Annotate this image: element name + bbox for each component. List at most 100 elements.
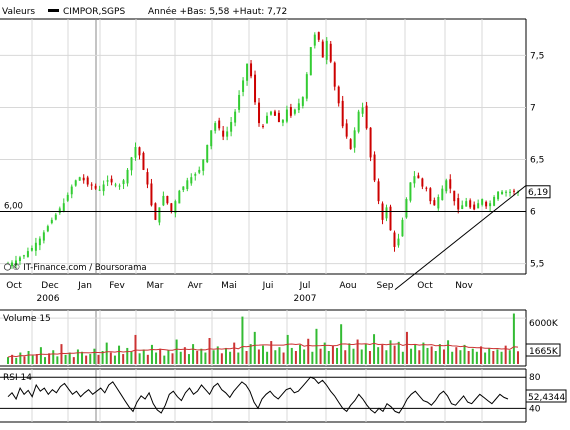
price-tick-label: 7 [530,103,536,113]
volume-bar [319,348,322,364]
volume-bar [274,350,277,364]
candle-body [457,198,460,210]
volume-bar [500,351,503,364]
volume-bar [459,350,462,364]
volume-bar [418,350,421,364]
candle-body [485,201,488,207]
volume-bar [60,344,63,364]
volume-bar [134,334,137,364]
candle-body [441,188,444,201]
volume-bar [229,351,232,364]
candle-body [325,40,328,60]
volume-bar [142,349,145,364]
volume-bar [323,342,326,364]
volume-bar [286,334,289,364]
rsi-title: RSI 14 [3,373,32,383]
volume-bar [508,350,511,364]
volume-bar [270,341,273,364]
candle-body [401,219,404,237]
chart-header: Valeurs CIMPOR,SGPS Année +Bas: 5,58 +Ha… [2,6,287,17]
volume-bar [479,346,482,364]
candle-body [82,177,85,181]
legend-swatch [48,9,59,12]
candle-body [218,120,221,129]
volume-tick-6000k: 6000K [529,319,559,329]
candle-body [34,242,37,251]
x-tick-label: Jul [299,281,311,291]
candle-body [122,180,125,185]
volume-bar [196,351,199,364]
volume-bar [488,347,491,364]
price-tick-label: 6,5 [530,156,544,166]
candle-body [481,199,484,205]
candle-body [289,107,292,116]
volume-bar [241,316,244,364]
candle-body [170,203,173,212]
candle-body [134,147,137,158]
candle-body [277,112,280,123]
x-tick-label: Dec [41,281,58,291]
candle-body [357,111,360,132]
volume-bar [344,350,347,364]
candle-body [246,63,249,81]
candle-body [18,257,21,262]
volume-bar [237,352,240,364]
candle-body [226,131,229,137]
candle-body [58,208,61,213]
candle-body [361,107,364,114]
volume-bar [155,352,158,364]
candle-body [178,190,181,204]
candle-body [449,179,452,189]
candle-body [114,184,117,186]
volume-bar [517,351,519,364]
price-tick-label: 5,5 [530,260,544,270]
volume-bar [64,354,67,364]
candle-body [417,175,420,179]
volume-bar [451,351,454,364]
candle-body [433,200,436,206]
candle-body [313,34,316,46]
x-axis: Oct Dec Jan Fev Mar Avr Mai Jui Jul Aou Sep Oct Nov 2… [6,281,473,304]
candle-body [202,159,205,171]
candle-body [98,189,101,191]
candle-body [341,100,344,127]
volume-bar [150,344,153,364]
candle-body [393,232,396,247]
watermark: © IT-Finance.com / Boursorama [3,263,147,273]
price-tick-label: 7,5 [530,51,544,61]
volume-bar [35,354,38,364]
volume-bar [410,348,413,364]
volume-bar [15,357,18,364]
candle-body [242,80,245,92]
candle-body [230,122,233,132]
last-rsi-value: 52,4344 [528,393,565,403]
volume-bar [89,354,92,364]
rsi-line [7,376,509,414]
candle-body [269,111,272,115]
volume-bar [163,355,166,364]
year-label: 2007 [294,294,317,304]
volume-bar [233,342,236,364]
price-tick-label: 6 [530,208,536,218]
x-tick-label: Nov [455,281,473,291]
candle-body [469,200,472,208]
last-volume-value: 1665K [529,347,559,357]
volume-bar [253,331,256,364]
candle-body [182,186,185,190]
x-tick-label: Fev [109,281,125,291]
rsi-tick-80: 80 [529,373,541,383]
candle-body [46,226,49,232]
candle-body [174,201,177,214]
candle-body [62,203,65,212]
volume-bar [204,352,207,364]
volume-bar [19,352,22,364]
last-price-value: 6,19 [528,188,548,198]
volume-bar [113,355,116,364]
volume-bar [442,349,445,364]
candle-body [353,130,356,148]
volume-bar [377,347,380,364]
candle-body [138,147,141,156]
volume-bar [475,351,478,364]
volume-bar [393,345,396,364]
candle-body [489,203,492,207]
